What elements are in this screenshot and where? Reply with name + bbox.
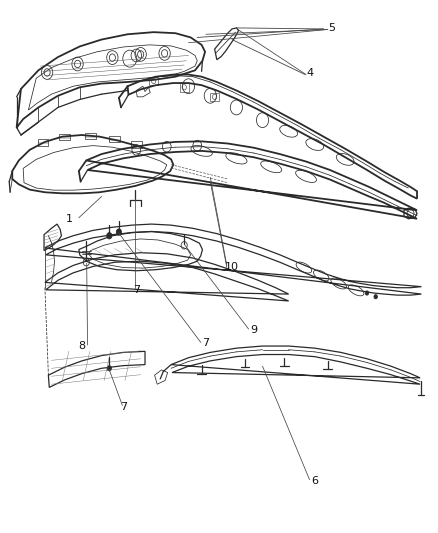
Text: 10: 10	[225, 262, 239, 271]
Text: 6: 6	[311, 477, 318, 486]
Text: 7: 7	[120, 402, 127, 412]
Text: 9: 9	[250, 325, 258, 335]
Text: 7: 7	[133, 285, 140, 295]
Circle shape	[365, 291, 369, 295]
Circle shape	[116, 229, 121, 235]
Text: 4: 4	[307, 68, 314, 78]
Text: 5: 5	[328, 23, 336, 33]
Circle shape	[107, 232, 112, 239]
Circle shape	[107, 366, 112, 371]
Text: 8: 8	[78, 341, 85, 351]
Text: 7: 7	[202, 338, 209, 349]
Circle shape	[374, 295, 378, 299]
Text: 1: 1	[65, 214, 72, 224]
